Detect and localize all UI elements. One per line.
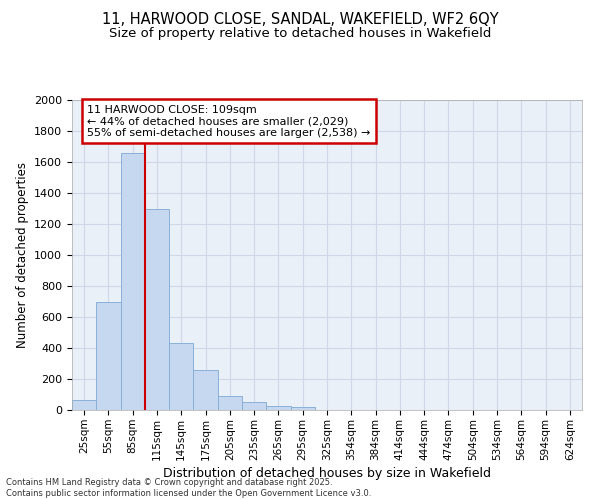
Text: Size of property relative to detached houses in Wakefield: Size of property relative to detached ho… [109, 28, 491, 40]
Bar [193, 370, 218, 410]
Bar [96, 302, 121, 410]
Bar [169, 342, 193, 410]
Bar [242, 402, 266, 410]
Bar [218, 396, 242, 410]
X-axis label: Distribution of detached houses by size in Wakefield: Distribution of detached houses by size … [163, 466, 491, 479]
Bar [72, 400, 96, 410]
Y-axis label: Number of detached properties: Number of detached properties [16, 162, 29, 348]
Bar [290, 407, 315, 410]
Bar [121, 152, 145, 410]
Text: 11 HARWOOD CLOSE: 109sqm
← 44% of detached houses are smaller (2,029)
55% of sem: 11 HARWOOD CLOSE: 109sqm ← 44% of detach… [88, 104, 371, 138]
Bar [145, 208, 169, 410]
Text: 11, HARWOOD CLOSE, SANDAL, WAKEFIELD, WF2 6QY: 11, HARWOOD CLOSE, SANDAL, WAKEFIELD, WF… [101, 12, 499, 28]
Text: Contains HM Land Registry data © Crown copyright and database right 2025.
Contai: Contains HM Land Registry data © Crown c… [6, 478, 371, 498]
Bar [266, 406, 290, 410]
